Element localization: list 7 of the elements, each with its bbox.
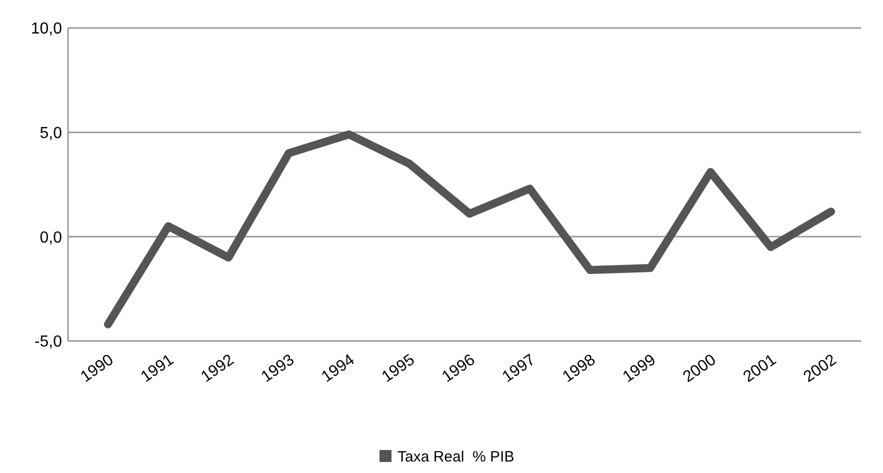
x-tick-label: 2001 [740,351,780,386]
y-tick-label: 0,0 [40,229,62,246]
y-tick-label: 10,0 [30,20,62,38]
y-tick-label: -5,0 [34,334,62,351]
legend-label: Taxa Real % PIB [398,448,514,466]
y-tick-label: 5,0 [40,124,62,142]
x-tick-label: 1991 [138,351,178,386]
